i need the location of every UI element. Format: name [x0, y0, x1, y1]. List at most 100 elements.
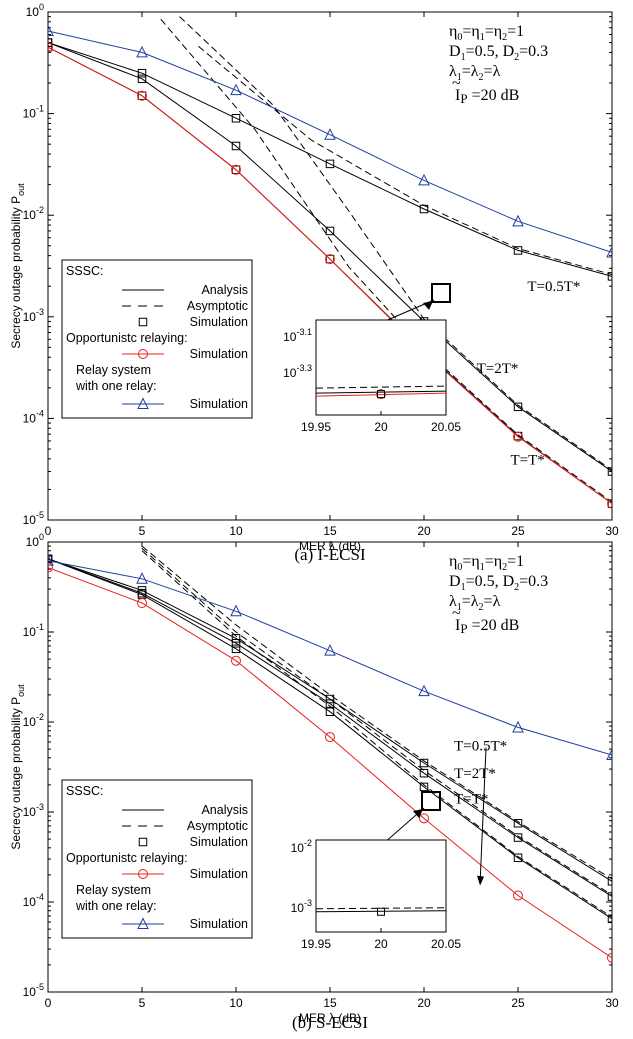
legend-relay-marker: [137, 397, 149, 409]
legend-relay-title2: with one relay:: [75, 899, 157, 913]
inset-x-tick-label: 20: [374, 937, 388, 951]
curve-arrow: [479, 747, 487, 884]
annotation-tilde: ~: [452, 75, 461, 92]
simulation-point: [419, 782, 429, 792]
simulation-point: [325, 694, 335, 704]
x-tick-label: 20: [417, 996, 431, 1010]
simulation-point: [607, 499, 612, 508]
legend-relay-marker: [137, 917, 149, 929]
simulation-point: [325, 226, 335, 236]
analysis-line: [48, 42, 612, 277]
curve-arrowhead: [477, 875, 485, 886]
relay-point: [418, 173, 430, 186]
x-tick-label: 10: [229, 996, 243, 1010]
relay-point: [324, 128, 336, 140]
annotation-lambda: λ1=λ2=λ: [449, 593, 501, 613]
simulation-point: [513, 853, 523, 863]
relay-point: [48, 554, 54, 566]
simulation-point: [325, 699, 335, 708]
simulation-point: [607, 877, 612, 886]
x-tick-label: 30: [605, 996, 619, 1010]
inset-target-box: [421, 791, 441, 811]
inset-opportunistic-line: [315, 392, 447, 397]
simulation-point: [325, 254, 335, 264]
simulation-point: [513, 246, 523, 255]
legend-title: SSSC:: [66, 784, 104, 798]
asymptotic-line: [141, 545, 612, 880]
simulation-point: [607, 272, 612, 281]
legend-relay-title2: with one relay:: [75, 379, 157, 393]
y-tick-label: 10-3: [23, 802, 44, 819]
y-tick-label: 100: [26, 2, 44, 19]
legend-relay-title: Relay system: [76, 363, 151, 377]
curve-label: T=T*: [510, 453, 544, 469]
x-tick-label: 5: [139, 996, 146, 1010]
legend-simulation-swatch: [138, 317, 148, 327]
simulation-point: [607, 467, 612, 476]
relay-point: [606, 748, 612, 760]
simulation-point: [231, 638, 241, 648]
annotation-distance: D1=0.5, D2=0.3: [449, 43, 548, 63]
relay-point: [230, 604, 242, 617]
opportunistic-point: [513, 890, 523, 901]
simulation-point: [231, 634, 241, 643]
x-tick-label: 5: [139, 524, 146, 538]
curve-label: T=0.5T*: [527, 279, 580, 295]
relay-point: [230, 83, 242, 96]
legend-simulation-label: Simulation: [190, 315, 248, 329]
y-tick-label: 10-5: [23, 510, 44, 527]
annotation-ip: IP =20 dB: [455, 617, 519, 636]
opportunistic-line: [48, 567, 612, 959]
simulation-point: [231, 165, 241, 175]
chart-caption: (b) S-ECSI: [292, 1013, 368, 1032]
opportunistic-point: [419, 813, 429, 824]
x-tick-label: 20: [417, 524, 431, 538]
legend-analysis-label: Analysis: [201, 283, 248, 297]
x-tick-label: 25: [511, 524, 525, 538]
opportunistic-point: [607, 498, 612, 509]
relay-point: [512, 214, 524, 227]
legend-analysis-label: Analysis: [201, 803, 248, 817]
x-tick-label: 15: [323, 996, 337, 1010]
inset-y-tick-label: 10-3.3: [283, 363, 312, 380]
y-tick-label: 10-2: [23, 712, 44, 729]
inset-x-tick-label: 19.95: [301, 937, 331, 951]
y-tick-label: 100: [26, 532, 44, 549]
y-tick-label: 10-4: [23, 408, 44, 425]
asymptotic-line: [198, 45, 612, 276]
simulation-point: [48, 38, 53, 47]
simulation-point: [419, 204, 429, 214]
inset-y-tick-label: 10-3.1: [283, 327, 312, 344]
legend-relay-label: Simulation: [190, 917, 248, 931]
y-tick-label: 10-2: [23, 205, 44, 222]
simulation-point: [137, 68, 147, 78]
simulation-point: [231, 113, 241, 123]
simulation-point: [231, 644, 241, 654]
opportunistic-point: [607, 952, 612, 963]
opportunistic-line: [48, 46, 612, 505]
opportunistic-point: [231, 164, 241, 175]
asymptotic-line: [141, 550, 612, 918]
legend-simulation-swatch: [138, 837, 148, 847]
curve-label: T=2T*: [454, 766, 496, 782]
y-tick-label: 10-3: [23, 307, 44, 324]
inset-box: [315, 319, 447, 416]
simulation-point: [48, 554, 53, 564]
relay-point: [136, 572, 148, 584]
inset: 10-3.1 10-3.3 19.95 20 20.05: [283, 283, 461, 434]
y-axis-label: Secrecy outage probability Pout: [9, 684, 26, 850]
inset-x-tick-label: 19.95: [301, 420, 331, 434]
legend-title: SSSC:: [66, 264, 104, 278]
x-tick-label: 25: [511, 996, 525, 1010]
relay-point: [324, 644, 336, 656]
opportunistic-point: [48, 42, 53, 53]
inset-arrowhead: [413, 809, 423, 818]
y-tick-label: 10-1: [23, 622, 44, 639]
asymptotic-line: [179, 16, 612, 471]
opportunistic-point: [137, 598, 147, 609]
analysis-line: [48, 558, 612, 882]
legend-box: [61, 779, 253, 939]
relay-point: [606, 245, 612, 258]
x-tick-label: 10: [229, 524, 243, 538]
